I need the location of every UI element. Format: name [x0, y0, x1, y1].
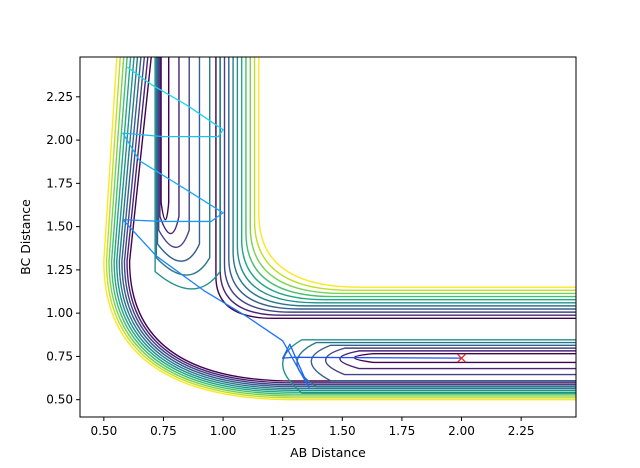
x-axis-label: AB Distance [290, 445, 366, 460]
contour-line [156, 57, 201, 262]
trajectory-segment [122, 132, 165, 138]
marker-x-stroke [457, 353, 466, 363]
trajectory-segment [127, 66, 153, 86]
contour-line [228, 57, 576, 310]
contour-line [116, 57, 576, 392]
contour-line [215, 57, 576, 320]
contour-line [123, 57, 576, 386]
contour-line [155, 57, 211, 276]
x-axis-ticks: 0.50 0.75 1.00 1.25 1.50 1.75 2.00 2.25 [90, 417, 535, 438]
contour-line [113, 57, 576, 393]
y-tick-label: 1.50 [46, 220, 73, 234]
contour-line [103, 57, 576, 401]
trajectory-segment [122, 219, 165, 223]
contour-line [236, 57, 576, 304]
contour-line [245, 57, 576, 298]
contour-line [154, 57, 221, 290]
trajectory-segment [289, 343, 310, 389]
y-axis-ticks: 0.50 0.75 1.00 1.25 1.50 1.75 2.00 2.25 [46, 90, 80, 407]
contour-line [105, 57, 576, 399]
contour-line [324, 347, 576, 376]
x-tick-label: 1.00 [210, 424, 237, 438]
plot-frame [79, 56, 577, 418]
trajectory-path [122, 66, 463, 389]
trajectory-segment [138, 160, 188, 191]
trajectory-segment [186, 189, 224, 214]
contour-line [219, 57, 576, 316]
trajectory-segment [282, 343, 291, 359]
contour-line [108, 57, 576, 397]
contour-line [121, 57, 576, 388]
contour-line [232, 57, 576, 307]
y-tick-label: 2.25 [46, 90, 73, 104]
x-tick-label: 0.75 [150, 424, 177, 438]
trajectory-segment [122, 219, 157, 257]
contour-line [110, 57, 576, 395]
contour-line [223, 57, 576, 313]
y-tick-label: 2.00 [46, 133, 73, 147]
x-tick-label: 0.50 [90, 424, 117, 438]
trajectory-segment [293, 356, 463, 359]
contour-line [157, 57, 190, 249]
trajectory-segment [203, 290, 248, 318]
trajectory-segment [150, 84, 188, 107]
y-tick-label: 0.75 [46, 349, 73, 363]
contour-line [118, 57, 576, 390]
contour-line [253, 57, 576, 292]
x-tick-label: 1.25 [269, 424, 296, 438]
contour-line [310, 344, 576, 382]
contour-lines [103, 57, 576, 401]
trajectory-segment [246, 315, 284, 342]
y-tick-label: 1.75 [46, 176, 73, 190]
trajectory-segment [155, 255, 205, 292]
y-axis-label: BC Distance [18, 199, 33, 275]
contour-line [296, 341, 576, 388]
contour-line [128, 57, 576, 382]
y-tick-label: 1.25 [46, 263, 73, 277]
trajectory-segment [186, 104, 224, 131]
trajectory-segment [210, 212, 224, 223]
contour-line [258, 57, 576, 288]
trajectory-segment [282, 340, 310, 389]
contour-line [339, 350, 576, 370]
x-tick-label: 2.25 [508, 424, 535, 438]
x-tick-label: 1.75 [389, 424, 416, 438]
end-point-marker [457, 353, 466, 363]
contour-line [159, 57, 180, 235]
contour-line [126, 57, 576, 384]
y-tick-label: 0.50 [46, 393, 73, 407]
y-tick-label: 1.00 [46, 306, 73, 320]
contour-line [240, 57, 576, 301]
contour-line [282, 339, 576, 394]
contour-line [160, 57, 170, 221]
x-tick-label: 2.00 [448, 424, 475, 438]
trajectory-segment [122, 132, 141, 162]
x-tick-label: 1.50 [329, 424, 356, 438]
trajectory-segment [217, 129, 224, 138]
contour-line [249, 57, 576, 295]
